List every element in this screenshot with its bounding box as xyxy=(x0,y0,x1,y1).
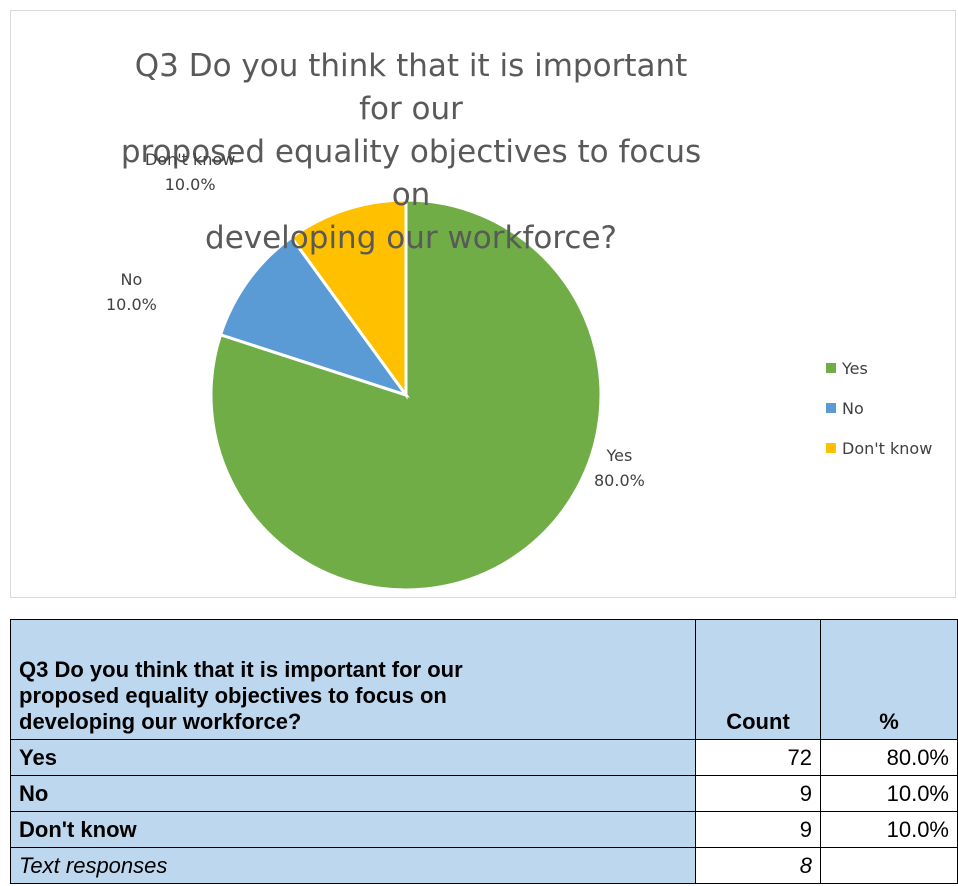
table-row: Text responses 8 xyxy=(10,847,958,884)
slice-label-yes-name: Yes xyxy=(606,446,633,465)
row-percent-dontknow: 10.0% xyxy=(820,811,958,848)
chart-title-line-3: developing our workforce? xyxy=(205,220,617,256)
legend-item-dontknow: Don't know xyxy=(826,428,932,468)
question-header: Q3 Do you think that it is important for… xyxy=(10,619,696,740)
percent-header: % xyxy=(820,619,958,740)
row-percent-text-responses xyxy=(820,847,958,884)
pie-slice-no xyxy=(218,235,410,398)
table-header-row: Q3 Do you think that it is important for… xyxy=(10,619,958,740)
question-header-line-1: Q3 Do you think that it is important for… xyxy=(19,657,463,682)
chart-title-line-1: Q3 Do you think that it is important for… xyxy=(134,48,688,127)
count-header: Count xyxy=(695,619,821,740)
question-header-line-2: proposed equality objectives to focus on xyxy=(19,683,447,708)
table-row: Don't know 9 10.0% xyxy=(10,811,958,848)
row-percent-no: 10.0% xyxy=(820,775,958,812)
slice-label-dontknow-value: 10.0% xyxy=(164,175,216,194)
legend-item-yes: Yes xyxy=(826,348,932,388)
pie-slice-dontknow xyxy=(289,198,408,400)
results-table: Q3 Do you think that it is important for… xyxy=(10,619,958,884)
slice-label-no-value: 10.0% xyxy=(106,295,157,314)
chart-title: Q3 Do you think that it is important for… xyxy=(111,45,711,260)
chart-title-line-2: proposed equality objectives to focus on xyxy=(120,134,702,213)
row-label-yes: Yes xyxy=(10,739,696,776)
legend-swatch-no xyxy=(826,403,836,413)
row-count-text-responses: 8 xyxy=(695,847,821,884)
row-label-text-responses: Text responses xyxy=(10,847,696,884)
slice-label-yes-value: 80.0% xyxy=(594,471,645,490)
legend-label-no: No xyxy=(842,398,864,418)
chart-area: Q3 Do you think that it is important for… xyxy=(10,10,956,598)
table-row: Yes 72 80.0% xyxy=(10,739,958,776)
legend-label-dontknow: Don't know xyxy=(842,438,933,458)
chart-legend: Yes No Don't know xyxy=(826,348,932,468)
legend-item-no: No xyxy=(826,388,932,428)
legend-label-yes: Yes xyxy=(842,358,868,378)
row-label-dontknow: Don't know xyxy=(10,811,696,848)
slice-label-no-name: No xyxy=(120,270,143,289)
row-count-no: 9 xyxy=(695,775,821,812)
row-percent-yes: 80.0% xyxy=(820,739,958,776)
slice-label-yes: Yes 80.0% xyxy=(594,443,645,493)
question-header-line-3: developing our workforce? xyxy=(19,709,302,734)
legend-swatch-yes xyxy=(826,363,836,373)
table-row: No 9 10.0% xyxy=(10,775,958,812)
row-count-dontknow: 9 xyxy=(695,811,821,848)
row-label-no: No xyxy=(10,775,696,812)
pie-chart xyxy=(209,198,603,592)
legend-swatch-dontknow xyxy=(826,443,836,453)
slice-label-dontknow: Don't know 10.0% xyxy=(145,147,235,197)
row-count-yes: 72 xyxy=(695,739,821,776)
slice-label-dontknow-name: Don't know xyxy=(145,150,236,169)
slice-label-no: No 10.0% xyxy=(106,267,157,317)
